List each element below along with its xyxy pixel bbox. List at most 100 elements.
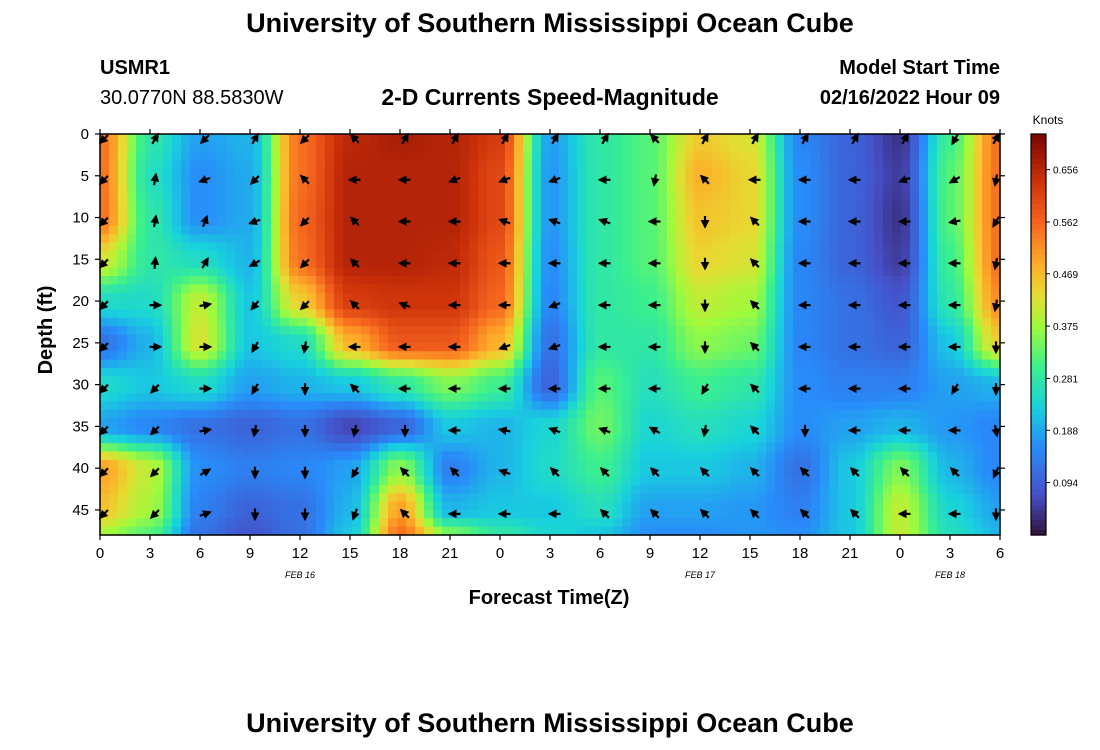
heat-cell <box>514 301 524 311</box>
heat-cell <box>658 484 668 494</box>
heat-cell <box>361 418 371 427</box>
current-arrow <box>991 174 1001 187</box>
heat-cell <box>280 351 290 361</box>
heat-cell <box>514 359 524 369</box>
heat-cell <box>739 392 749 402</box>
heat-cell <box>172 234 182 244</box>
heat-cell <box>919 167 929 177</box>
heat-cell <box>406 392 416 402</box>
heat-cell <box>874 250 884 260</box>
heat-cell <box>901 317 911 327</box>
heat-cell <box>253 334 263 344</box>
heat-cell <box>739 175 749 185</box>
heat-cell <box>460 175 470 185</box>
heat-cell <box>352 309 362 319</box>
heat-cell <box>667 526 677 536</box>
heat-cell <box>361 351 371 361</box>
heat-cell <box>199 493 209 503</box>
heat-cell <box>793 142 803 152</box>
heat-cell <box>172 476 182 486</box>
heat-cell <box>163 209 173 219</box>
heat-cell <box>487 409 497 419</box>
heat-cell <box>730 501 740 511</box>
heat-cell <box>667 326 677 336</box>
heat-cell <box>424 167 434 177</box>
heat-cell <box>793 242 803 252</box>
heat-cell <box>865 476 875 486</box>
heat-cell <box>955 175 965 185</box>
heat-cell <box>721 434 731 444</box>
heat-cell <box>955 317 965 327</box>
heat-cell <box>541 509 551 519</box>
heat-cell <box>460 518 470 528</box>
heat-cell <box>406 301 416 311</box>
heat-cell <box>190 134 200 143</box>
heat-cell <box>676 434 686 444</box>
heat-cell <box>865 376 875 386</box>
heat-cell <box>883 418 893 427</box>
heat-cell <box>100 443 110 453</box>
heat-cell <box>820 426 830 436</box>
heat-cell <box>748 376 758 386</box>
heat-cell <box>379 200 389 210</box>
heat-cell <box>775 317 785 327</box>
heat-cell <box>838 217 848 227</box>
heat-cell <box>883 401 893 411</box>
heat-cell <box>487 234 497 244</box>
heat-cell <box>478 392 488 402</box>
heat-cell <box>334 267 344 277</box>
heat-cell <box>244 225 254 235</box>
heat-cell <box>541 367 551 377</box>
heat-cell <box>532 242 542 252</box>
heat-cell <box>379 334 389 344</box>
heat-cell <box>352 351 362 361</box>
heat-cell <box>559 518 569 528</box>
heat-cell <box>694 434 704 444</box>
heat-cell <box>370 250 380 260</box>
heat-cell <box>919 234 929 244</box>
heat-cell <box>766 317 776 327</box>
heat-cell <box>451 409 461 419</box>
heat-cell <box>127 301 137 311</box>
heat-cell <box>829 242 839 252</box>
heat-cell <box>253 409 263 419</box>
heat-cell <box>235 276 245 285</box>
heat-cell <box>829 334 839 344</box>
heat-cell <box>946 501 956 511</box>
heat-cell <box>712 301 722 311</box>
heat-cell <box>541 434 551 444</box>
heat-cell <box>640 167 650 177</box>
heat-cell <box>280 301 290 311</box>
heat-cell <box>136 451 146 461</box>
heat-cell <box>937 409 947 419</box>
heat-cell <box>388 468 398 478</box>
heat-cell <box>595 242 605 252</box>
heat-cell <box>154 167 164 177</box>
heat-cell <box>928 192 938 202</box>
heat-cell <box>370 509 380 519</box>
heat-cell <box>802 518 812 528</box>
heat-cell <box>640 301 650 311</box>
heat-cell <box>811 367 821 377</box>
heat-cell <box>982 159 992 169</box>
heat-cell <box>946 225 956 235</box>
heat-cell <box>712 459 722 469</box>
heat-cell <box>334 409 344 419</box>
heat-cell <box>388 134 398 143</box>
heat-cell <box>244 134 254 143</box>
heat-cell <box>460 192 470 202</box>
heat-cell <box>154 242 164 252</box>
heat-cell <box>613 134 623 143</box>
heat-cell <box>685 351 695 361</box>
heat-cell <box>784 259 794 269</box>
heat-cell <box>244 384 254 394</box>
heat-cell <box>838 242 848 252</box>
heat-cell <box>397 401 407 411</box>
heat-cell <box>667 501 677 511</box>
heat-cell <box>928 317 938 327</box>
heat-cell <box>244 376 254 386</box>
heat-cell <box>739 317 749 327</box>
heat-cell <box>955 376 965 386</box>
heat-cell <box>820 234 830 244</box>
heat-cell <box>253 242 263 252</box>
